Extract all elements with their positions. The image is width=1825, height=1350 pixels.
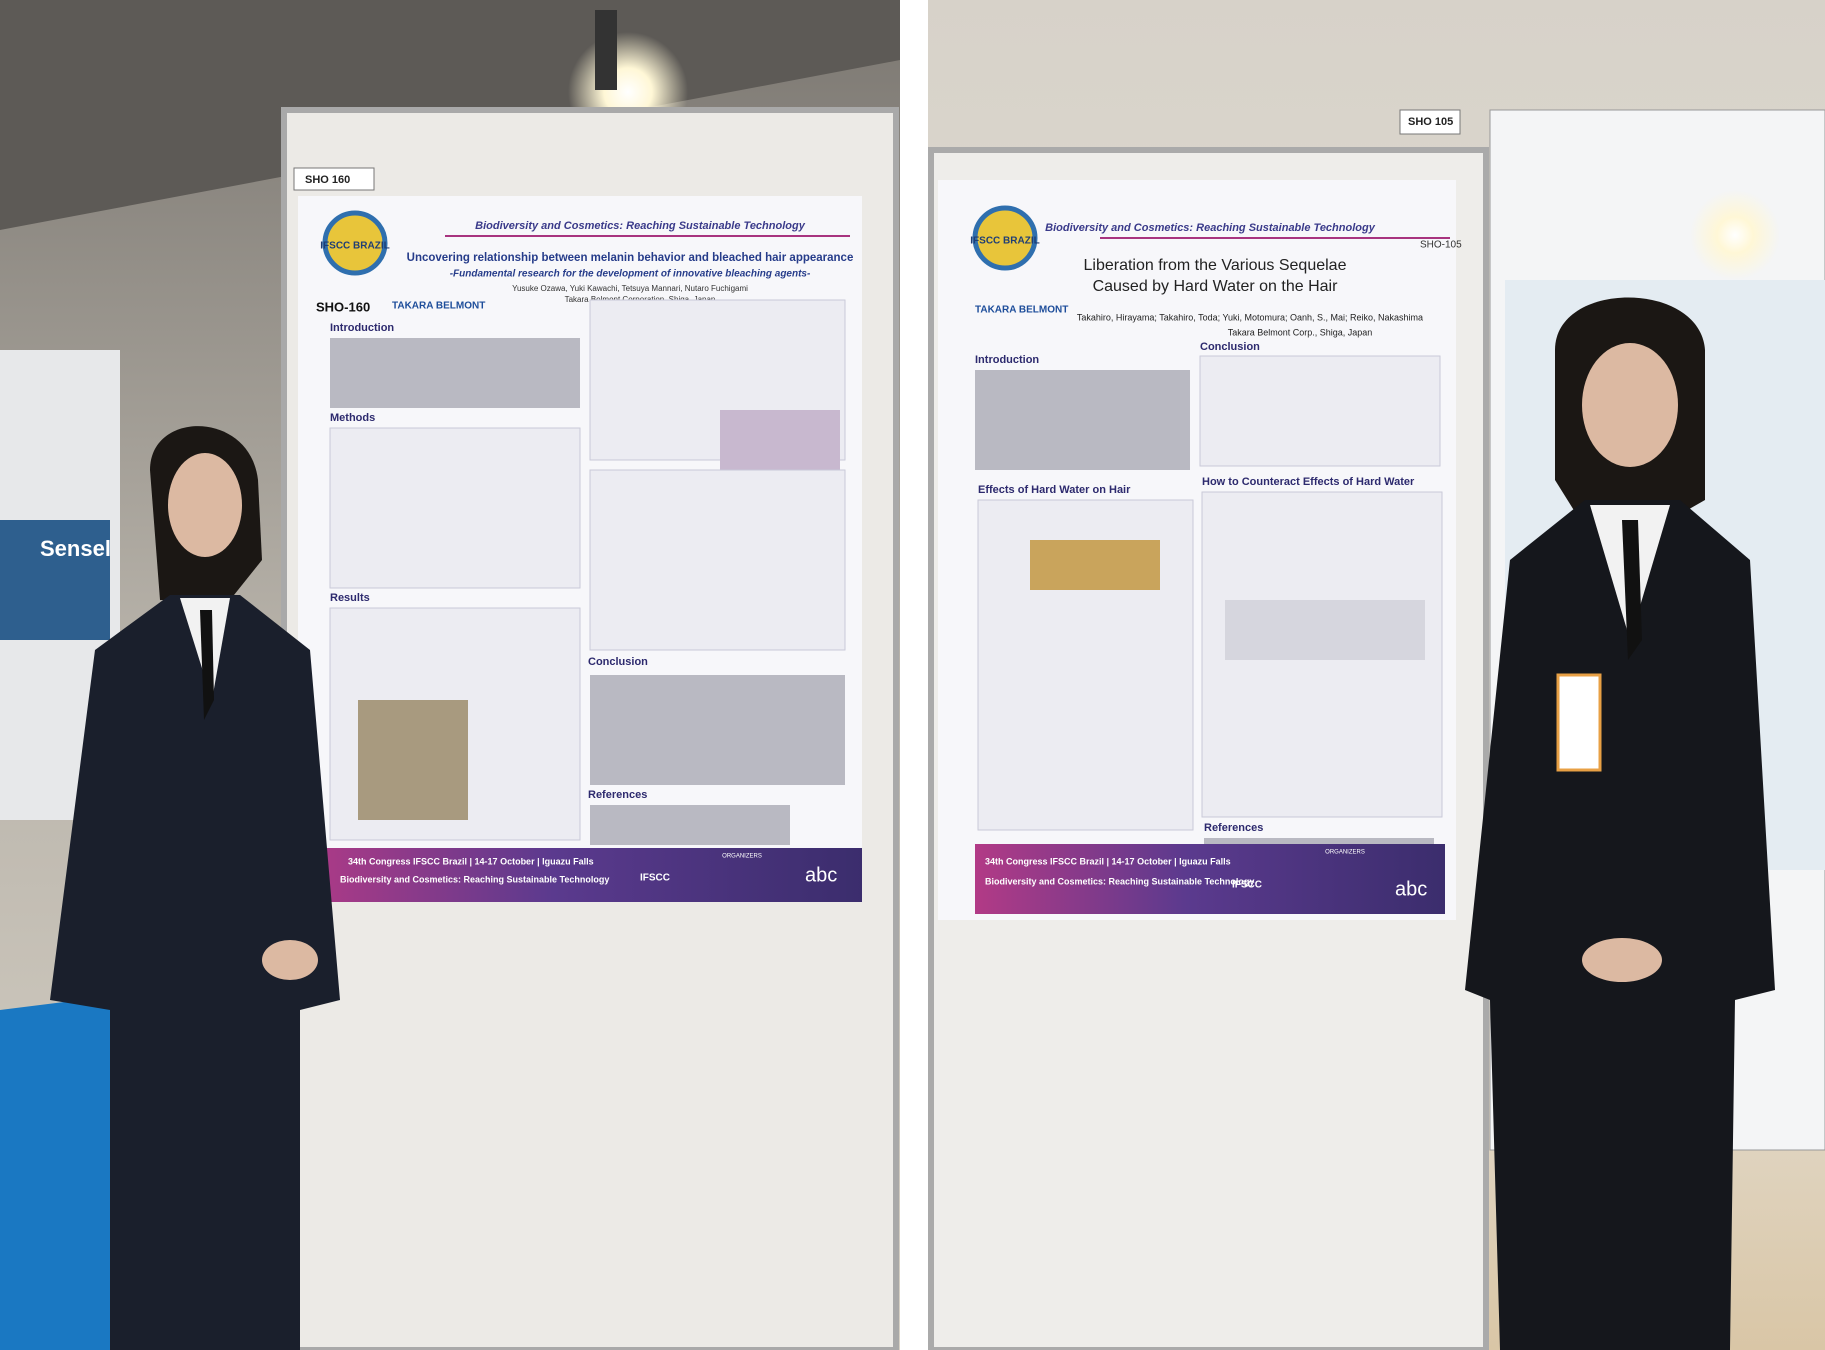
poster-subtitle: -Fundamental research for the developmen…: [450, 269, 811, 280]
sign-text: Sensel: [40, 536, 111, 561]
poster-body: [975, 355, 1443, 856]
booth-label: [1399, 109, 1461, 135]
poster-header: Biodiversity and Cosmetics: Reaching Sus…: [1045, 222, 1376, 234]
poster-title: Caused by Hard Water on the Hair: [1093, 278, 1339, 295]
logo-text: IFSCC BRAZIL: [320, 241, 389, 252]
org-logo: IFSCC: [1232, 880, 1262, 891]
company-logo: TAKARA BELMONT: [392, 301, 485, 312]
sponsor-logo: abc: [1395, 878, 1427, 900]
spotlight: [1690, 190, 1780, 280]
poster-affiliation: Takara Belmont Corp., Shiga, Japan: [1228, 327, 1373, 337]
section-heading: Introduction: [330, 322, 394, 334]
poster-code: SHO-160: [316, 299, 370, 314]
section-heading: Methods: [330, 412, 375, 424]
person: [50, 426, 340, 1350]
footer-line2: Biodiversity and Cosmetics: Reaching Sus…: [340, 874, 609, 884]
footer-line1: 34th Congress IFSCC Brazil | 14-17 Octob…: [348, 856, 594, 866]
section-heading: References: [1204, 822, 1263, 834]
lamp-arm: [595, 10, 617, 90]
poster-authors: Takahiro, Hirayama; Takahiro, Toda; Yuki…: [1077, 312, 1423, 322]
poster-logo: [322, 210, 388, 276]
poster-header: Biodiversity and Cosmetics: Reaching Sus…: [475, 220, 806, 232]
sponsor-logo: abc: [805, 864, 837, 886]
company-logo: TAKARA BELMONT: [975, 305, 1068, 316]
logo-text: IFSCC BRAZIL: [970, 236, 1039, 247]
section-heading: How to Counteract Effects of Hard Water: [1202, 476, 1415, 488]
person: [1465, 297, 1775, 1350]
section-heading: References: [588, 789, 647, 801]
organizers-label: ORGANIZERS: [722, 854, 762, 860]
section-heading: Effects of Hard Water on Hair: [978, 484, 1131, 496]
poster-code: SHO-105: [1420, 240, 1462, 251]
poster-title: Liberation from the Various Sequelae: [1084, 257, 1347, 274]
poster-footer: [975, 844, 1445, 914]
organizers-label: ORGANIZERS: [1325, 850, 1365, 856]
section-heading: Introduction: [975, 354, 1039, 366]
booth-label: [293, 167, 375, 191]
booth-number: SHO 160: [305, 174, 350, 186]
poster-body: [329, 299, 846, 845]
left-photo: Sensel SHO 160 IFSCC BRAZIL Biodiversity…: [0, 0, 900, 1350]
sign-board: [0, 520, 110, 640]
poster-logo: [972, 205, 1038, 271]
divider: [900, 0, 928, 1350]
org-logo: IFSCC: [640, 873, 670, 884]
right-photo: SHO 105 IFSCC BRAZIL Biodiversity and Co…: [928, 0, 1825, 1350]
poster-title: Uncovering relationship between melanin …: [407, 252, 854, 264]
booth-number: SHO 105: [1408, 116, 1453, 128]
footer-line1: 34th Congress IFSCC Brazil | 14-17 Octob…: [985, 856, 1231, 866]
poster-footer: [298, 848, 862, 902]
section-heading: Results: [330, 592, 370, 604]
section-heading: Conclusion: [588, 656, 648, 668]
section-heading: Conclusion: [1200, 341, 1260, 353]
footer-line2: Biodiversity and Cosmetics: Reaching Sus…: [985, 876, 1254, 886]
poster-authors: Yusuke Ozawa, Yuki Kawachi, Tetsuya Mann…: [512, 284, 748, 293]
